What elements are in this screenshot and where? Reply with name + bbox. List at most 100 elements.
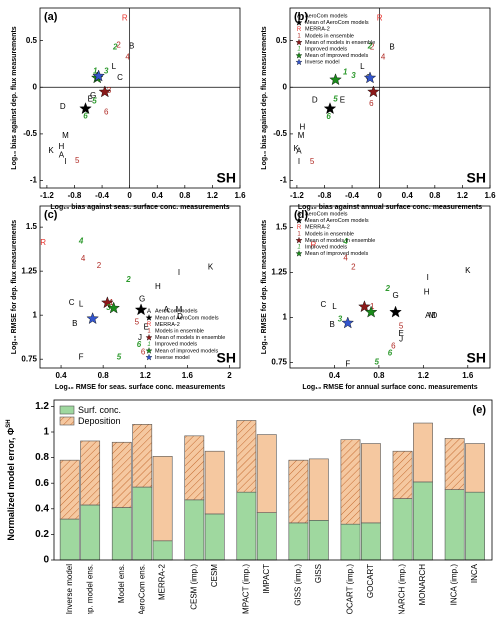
- legend-symbol: R: [297, 225, 302, 231]
- y-tick-label: 0: [33, 82, 38, 91]
- y-tick-label: 1: [43, 427, 49, 438]
- point-label: 1: [370, 302, 375, 311]
- legend-star: [295, 58, 303, 66]
- legend-label: AeroCom models: [305, 211, 348, 217]
- star-marker: [367, 85, 380, 98]
- x-tick-label: 1.6: [234, 191, 246, 200]
- points: ABCDEHIKLMR245612356: [294, 13, 395, 166]
- bar-segment: [465, 491, 485, 561]
- star-marker: [389, 305, 402, 318]
- bar-segment: [288, 522, 309, 561]
- x-tick-label: -1.2: [40, 191, 54, 200]
- y-tick-label: -0.5: [273, 129, 287, 138]
- x-tick-label: MERRA-2: [158, 563, 167, 600]
- point-label: C: [69, 298, 75, 307]
- point-label: I: [64, 157, 66, 166]
- point-label: 5: [374, 358, 379, 367]
- point-label: G: [139, 294, 145, 303]
- point-label: E: [88, 95, 93, 104]
- point-label: 5: [333, 95, 338, 104]
- legend-star: [295, 236, 303, 244]
- point-label: R: [40, 238, 46, 247]
- point-label: D: [312, 95, 318, 104]
- point-label: 2: [116, 40, 121, 49]
- star-marker: [101, 296, 114, 309]
- point-label: D: [432, 311, 438, 320]
- bar-segment: [308, 520, 329, 561]
- point-label: 6: [391, 342, 396, 351]
- annotation: SH: [467, 170, 486, 186]
- bar-segment: [288, 459, 309, 524]
- point-label: 3: [338, 315, 343, 324]
- x-tick-label: 1.2: [140, 371, 152, 380]
- x-tick-label: GISS (imp.): [294, 564, 303, 606]
- legend-symbol: 1: [297, 231, 301, 237]
- point-label: M: [62, 131, 69, 140]
- x-tick-label: 1.2: [457, 191, 469, 200]
- point-label: H: [155, 282, 161, 291]
- star-marker: [79, 102, 92, 115]
- star-marker: [107, 301, 120, 314]
- bar-segment: [444, 489, 465, 561]
- y-tick-label: 0.6: [35, 478, 49, 489]
- legend-symbol: R: [147, 322, 152, 328]
- bar-segment: [392, 450, 413, 499]
- star-marker: [323, 102, 337, 115]
- plot-frame: [53, 399, 493, 561]
- legend-star: [295, 249, 303, 257]
- x-tick-label: 0.4: [402, 191, 414, 200]
- legend-label: Deposition: [78, 416, 121, 426]
- x-tick-label: MONARCH (imp.): [398, 564, 407, 614]
- star-marker: [134, 303, 148, 316]
- x-tick-label: 0: [127, 191, 132, 200]
- point-label: A: [425, 311, 431, 320]
- point-label: A: [164, 305, 170, 314]
- x-tick-label: GOCART: [366, 564, 375, 598]
- point-label: J: [138, 333, 142, 342]
- bar-segment: [111, 441, 132, 508]
- bar-segment: [59, 459, 80, 520]
- legend-symbol: 1: [297, 47, 300, 53]
- point-label: 4: [343, 253, 348, 262]
- point-label: G: [90, 91, 96, 100]
- x-tick-label: IMPACT: [262, 564, 271, 594]
- y-axis-label: Log₁₀ bias against dep. flux measurement…: [261, 26, 268, 169]
- panel-label: (d): [294, 209, 308, 221]
- bar-segment: [59, 518, 80, 561]
- point-label: J: [399, 334, 403, 343]
- point-label: D: [177, 312, 183, 321]
- point-label: A: [59, 150, 65, 159]
- x-tick-label: AeroCom ens.: [137, 564, 146, 614]
- bar-segment: [361, 443, 381, 524]
- legend-star: [145, 333, 153, 341]
- point-label: 6: [141, 347, 146, 356]
- plot-frame: [289, 7, 491, 189]
- point-label: 6: [388, 349, 393, 358]
- point-label: 2: [370, 42, 375, 51]
- point-label: M: [176, 305, 183, 314]
- point-label: 6: [369, 99, 374, 108]
- x-tick-label: INCA: [470, 563, 479, 583]
- point-label: 3: [351, 71, 356, 80]
- point-label: H: [300, 122, 306, 131]
- legend-label: Mean of models in ensemble: [155, 335, 225, 341]
- x-tick-label: -0.8: [68, 191, 82, 200]
- plot-frame: [289, 205, 491, 369]
- point-label: A: [296, 147, 302, 156]
- point-label: 4: [78, 236, 84, 245]
- legend-label: MERRA-2: [155, 322, 180, 328]
- legend-label: Inverse model: [155, 355, 190, 361]
- point-label: B: [129, 41, 134, 50]
- point-label: 6: [137, 340, 142, 349]
- x-axis-label: Log₁₀ RMSE for seas. surface conc. measu…: [55, 384, 225, 391]
- x-axis-label: Log₁₀ bias against seas. surface conc. m…: [50, 204, 229, 211]
- point-label: K: [465, 266, 471, 275]
- star-marker: [358, 300, 371, 313]
- point-label: 1: [343, 67, 348, 76]
- point-label: L: [360, 62, 365, 71]
- panel-label: (e): [473, 404, 487, 416]
- point-label: B: [72, 319, 77, 328]
- bar-segment: [444, 438, 465, 490]
